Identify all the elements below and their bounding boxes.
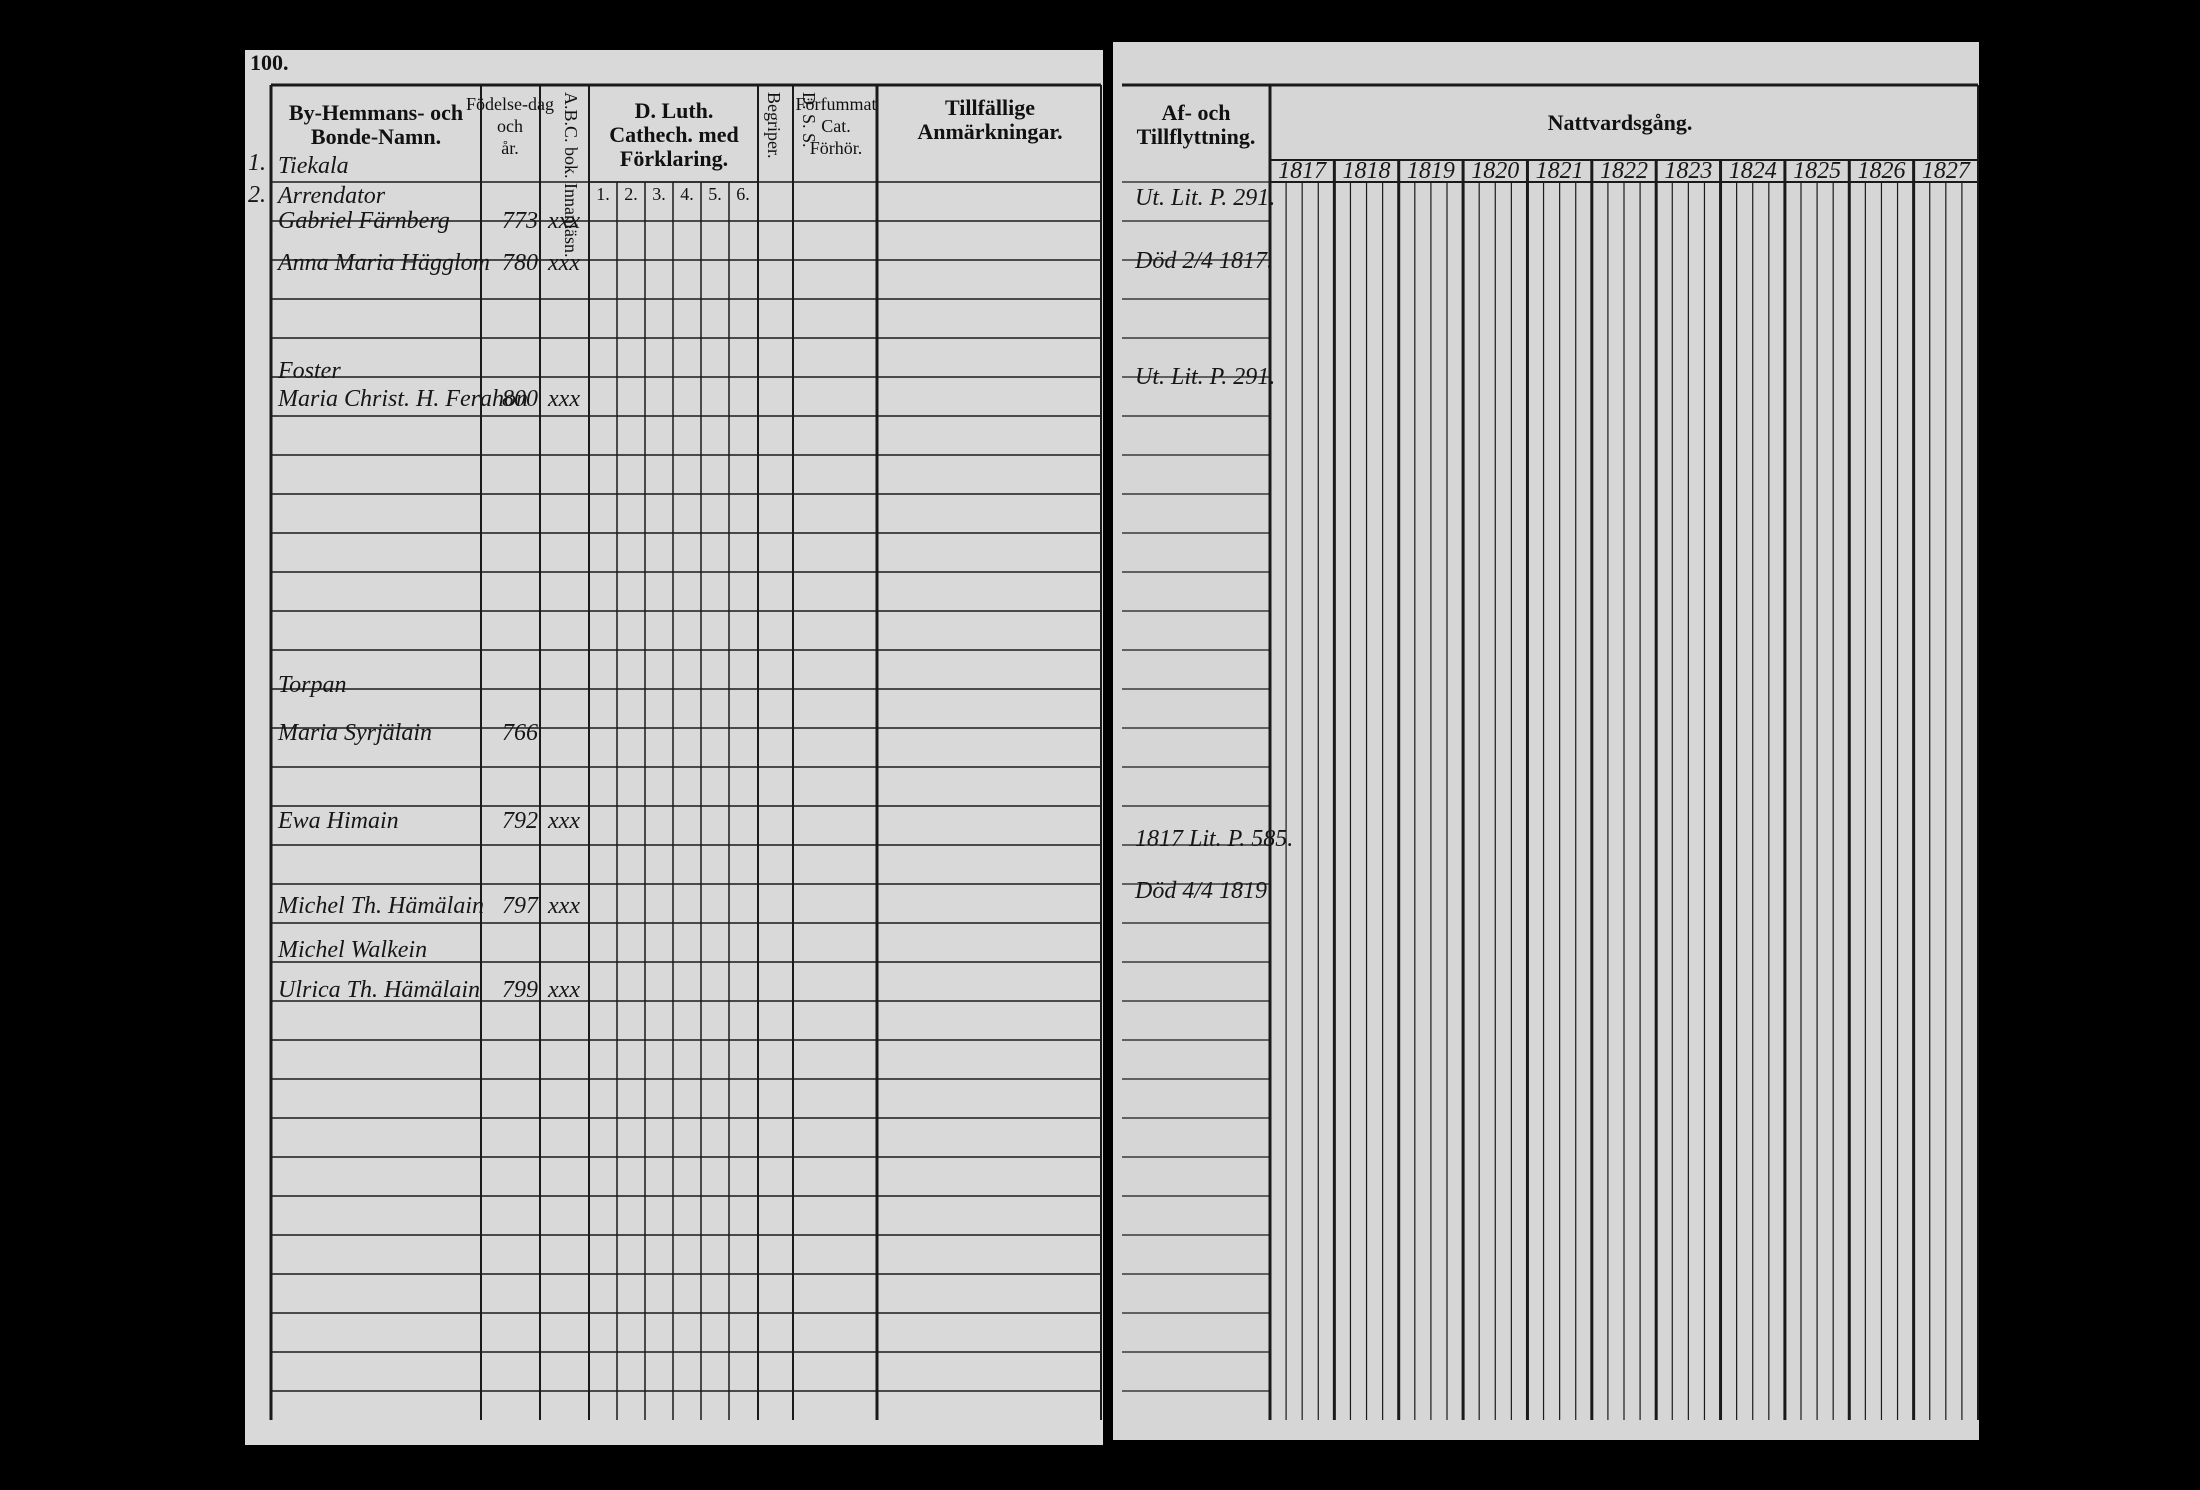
person-name: Gabriel Färnberg <box>278 208 450 234</box>
catechism-part: 4. <box>680 184 694 204</box>
person-name: Torpan <box>278 672 346 698</box>
year-label: 1825 <box>1793 158 1841 184</box>
birth-year: 773 <box>502 208 538 234</box>
margin-number: 2. <box>248 182 266 208</box>
person-name: Tiekala <box>278 153 349 179</box>
moving-note: Ut. Lit. P. 291. <box>1135 364 1275 390</box>
abc-marks: xxx <box>547 893 580 919</box>
year-label: 1822 <box>1600 158 1648 184</box>
birth-year: 766 <box>502 720 538 746</box>
birth-year: 799 <box>502 977 538 1003</box>
year-label: 1818 <box>1343 158 1391 184</box>
birth-year: 792 <box>502 808 538 834</box>
catechism-part: 6. <box>736 184 750 204</box>
year-label: 1820 <box>1471 158 1519 184</box>
header-understands: Begriper. <box>764 92 784 158</box>
header-missed: Förfummat Cat. Förhör. <box>796 94 877 158</box>
person-name: Maria Syrjälain <box>277 720 432 746</box>
year-label: 1821 <box>1536 158 1584 184</box>
year-label: 1819 <box>1407 158 1455 184</box>
margin-number: 1. <box>248 150 266 176</box>
header-dss: D. S. S. <box>799 92 819 148</box>
year-label: 1817 <box>1278 158 1327 184</box>
person-name: Foster <box>277 358 341 384</box>
right-page <box>1113 42 1979 1440</box>
birth-year: 797 <box>502 893 539 919</box>
person-name: Arrendator <box>276 183 386 209</box>
person-name: Ulrica Th. Hämälain <box>278 977 480 1003</box>
abc-marks: xxx <box>547 977 580 1003</box>
person-name: Maria Christ. H. Ferahon <box>277 386 528 412</box>
abc-marks: xxx <box>547 208 580 234</box>
year-label: 1823 <box>1664 158 1712 184</box>
header-catechism: D. Luth. Cathech. med Förklaring. <box>609 98 739 171</box>
birth-year: 800 <box>502 386 538 412</box>
header-moving: Af- och Tillflyttning. <box>1137 100 1256 149</box>
catechism-part: 5. <box>708 184 722 204</box>
header-abc: A.B.C. bok. Innanläsn. <box>561 92 581 258</box>
header-name: By-Hemmans- och Bonde-Namn. <box>289 100 463 149</box>
person-name: Anna Maria Hägglom <box>276 250 490 276</box>
abc-marks: xxx <box>547 250 580 276</box>
moving-note: 1817 Lit. P. 585. <box>1135 826 1293 852</box>
person-name: Michel Th. Hämälain <box>277 893 484 919</box>
catechism-part: 3. <box>652 184 666 204</box>
catechism-part: 1. <box>596 184 610 204</box>
page-number: 100. <box>250 50 289 75</box>
birth-year: 780 <box>502 250 538 276</box>
header-remarks: Tillfällige Anmärkningar. <box>917 95 1062 144</box>
year-label: 1827 <box>1922 158 1971 184</box>
person-name: Ewa Himain <box>277 808 399 834</box>
year-label: 1826 <box>1857 158 1905 184</box>
year-label: 1824 <box>1729 158 1777 184</box>
header-birth: Födelse-dag och år. <box>466 94 554 158</box>
moving-note: Ut. Lit. P. 291. <box>1135 185 1275 211</box>
abc-marks: xxx <box>547 386 580 412</box>
person-name: Michel Walkein <box>277 937 427 963</box>
moving-note: Död 2/4 1817. <box>1134 248 1273 274</box>
abc-marks: xxx <box>547 808 580 834</box>
catechism-part: 2. <box>624 184 638 204</box>
left-page <box>245 50 1103 1445</box>
moving-note: Död 4/4 1819 <box>1134 878 1267 904</box>
header-communion: Nattvardsgång. <box>1548 110 1693 135</box>
